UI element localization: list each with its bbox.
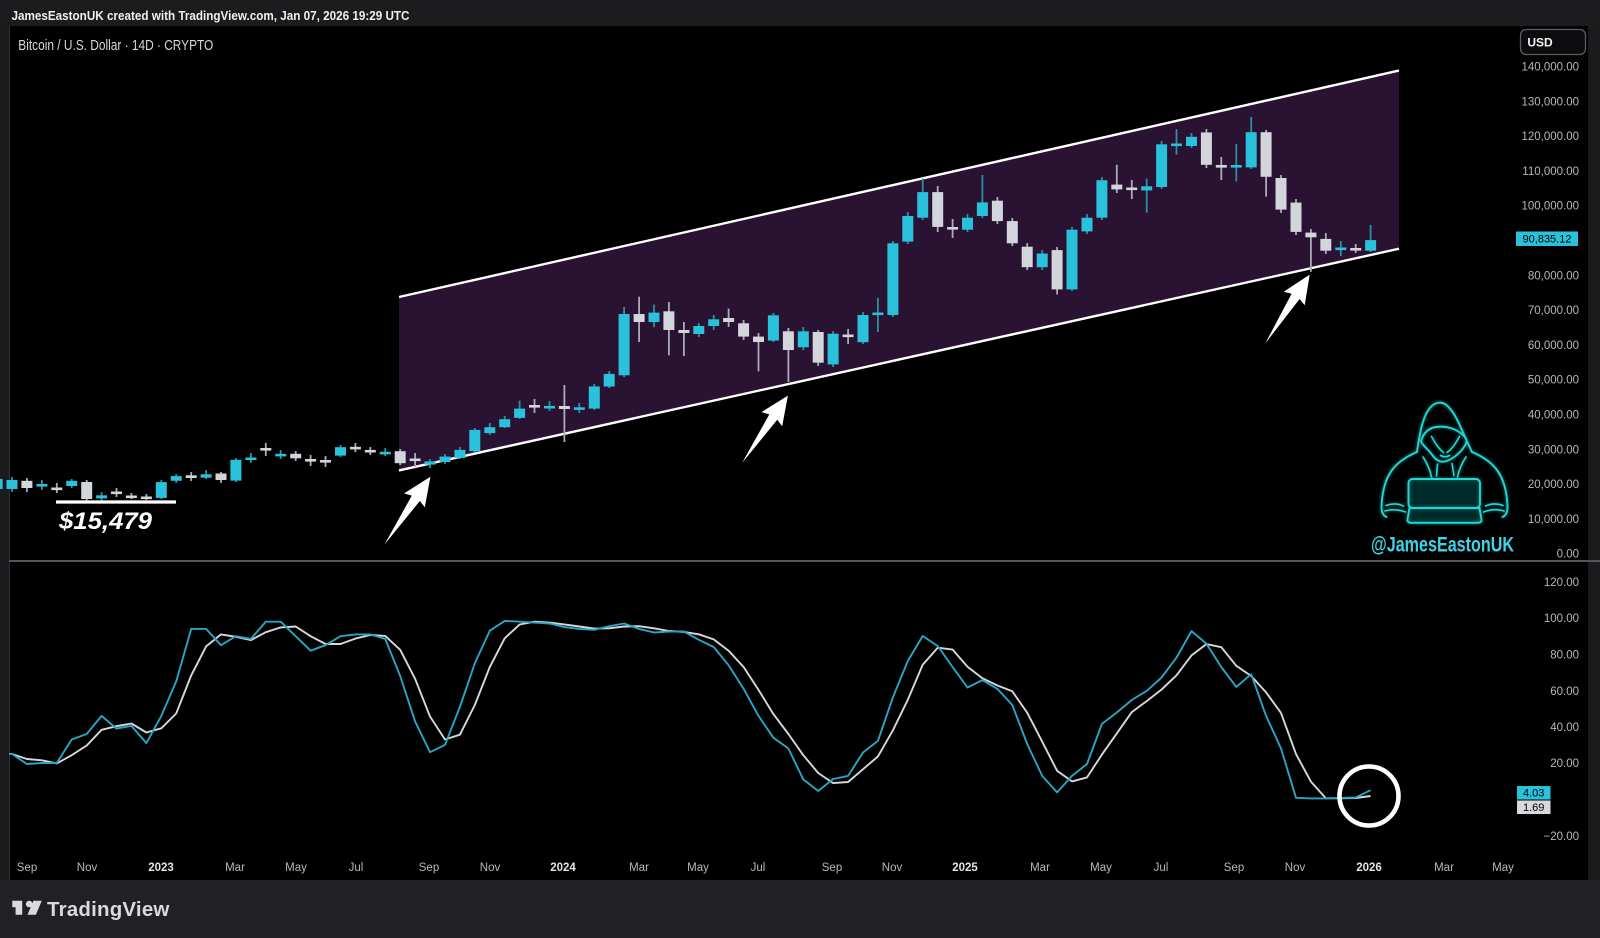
svg-text:$15,479: $15,479 (58, 508, 153, 535)
svg-text:80,000.00: 80,000.00 (1528, 270, 1579, 282)
svg-text:Sep: Sep (419, 862, 439, 874)
svg-text:Nov: Nov (480, 862, 501, 874)
svg-text:Jul: Jul (1154, 862, 1169, 874)
svg-text:100.00: 100.00 (1544, 613, 1579, 625)
svg-text:Sep: Sep (17, 862, 37, 874)
svg-text:70,000.00: 70,000.00 (1528, 305, 1579, 317)
svg-text:May: May (1090, 862, 1112, 874)
svg-text:120.00: 120.00 (1544, 577, 1579, 589)
svg-text:90,835.12: 90,835.12 (1523, 234, 1572, 246)
svg-text:20.00: 20.00 (1550, 758, 1579, 770)
svg-text:Jul: Jul (751, 862, 766, 874)
svg-text:20,000.00: 20,000.00 (1528, 479, 1579, 491)
svg-text:120,000.00: 120,000.00 (1521, 131, 1579, 143)
svg-text:10,000.00: 10,000.00 (1528, 514, 1579, 526)
svg-text:130,000.00: 130,000.00 (1521, 96, 1579, 108)
svg-text:1.69: 1.69 (1523, 802, 1544, 814)
svg-text:60,000.00: 60,000.00 (1528, 340, 1579, 352)
svg-text:May: May (1492, 862, 1514, 874)
svg-text:60.00: 60.00 (1550, 686, 1579, 698)
svg-text:0.00: 0.00 (1557, 549, 1579, 561)
svg-text:Mar: Mar (629, 862, 649, 874)
svg-text:110,000.00: 110,000.00 (1522, 166, 1579, 178)
svg-text:USD: USD (1527, 36, 1553, 50)
svg-text:Mar: Mar (1030, 862, 1050, 874)
svg-text:2024: 2024 (550, 862, 576, 874)
svg-text:Sep: Sep (822, 862, 842, 874)
svg-text:50,000.00: 50,000.00 (1528, 375, 1579, 387)
svg-text:Mar: Mar (225, 862, 245, 874)
svg-text:TradingView: TradingView (47, 898, 170, 921)
svg-text:Mar: Mar (1434, 862, 1454, 874)
svg-text:4.03: 4.03 (1523, 788, 1544, 800)
svg-text:@JamesEastonUK: @JamesEastonUK (1371, 534, 1514, 557)
svg-text:May: May (285, 862, 307, 874)
svg-text:2026: 2026 (1356, 862, 1382, 874)
svg-text:2025: 2025 (952, 862, 978, 874)
svg-text:Nov: Nov (882, 862, 903, 874)
svg-text:30,000.00: 30,000.00 (1528, 444, 1579, 456)
svg-text:Nov: Nov (77, 862, 98, 874)
svg-text:−20.00: −20.00 (1544, 831, 1580, 843)
svg-text:Sep: Sep (1224, 862, 1244, 874)
svg-text:2023: 2023 (148, 862, 174, 874)
svg-text:Nov: Nov (1285, 862, 1306, 874)
svg-text:80.00: 80.00 (1550, 650, 1579, 662)
svg-text:100,000.00: 100,000.00 (1521, 201, 1579, 213)
svg-text:Jul: Jul (349, 862, 364, 874)
svg-text:40,000.00: 40,000.00 (1528, 410, 1579, 422)
svg-text:Bitcoin / U.S. Dollar · 14D ·: Bitcoin / U.S. Dollar · 14D · CRYPTO (18, 37, 213, 54)
svg-text:JamesEastonUK created with Tra: JamesEastonUK created with TradingView.c… (12, 9, 410, 23)
svg-text:40.00: 40.00 (1550, 722, 1579, 734)
svg-text:140,000.00: 140,000.00 (1521, 62, 1579, 74)
svg-text:May: May (687, 862, 709, 874)
